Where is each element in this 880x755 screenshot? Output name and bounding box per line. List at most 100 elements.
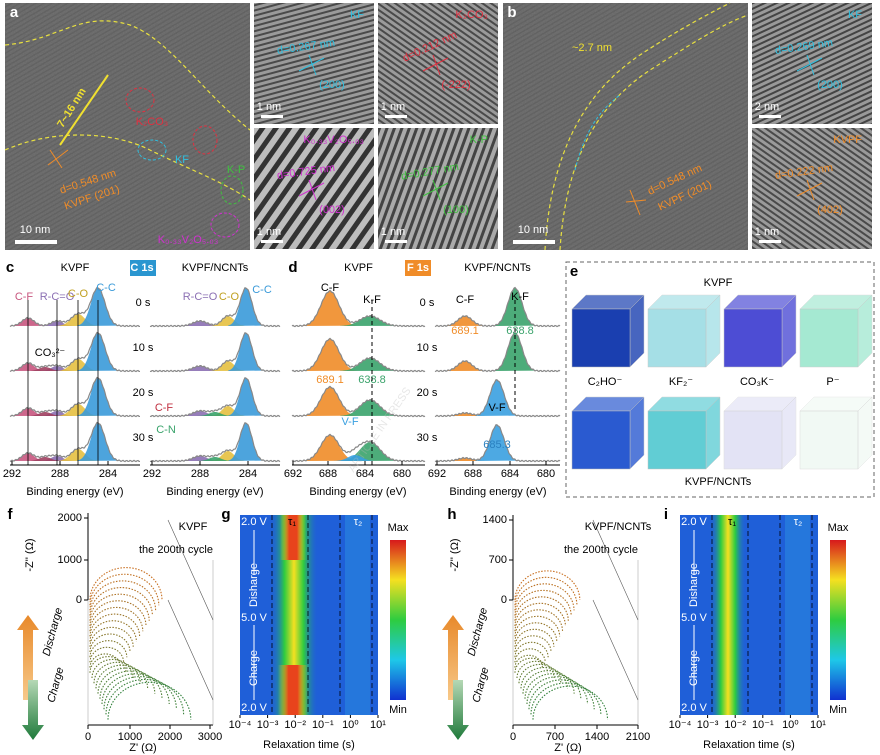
line (806, 179, 815, 201)
peak-label: C-C (252, 284, 272, 296)
annotation: (200) (817, 79, 843, 91)
inset-title: KF (848, 9, 862, 21)
line (47, 149, 69, 166)
annotation: the 200th cycle (139, 544, 213, 556)
tag-box (130, 260, 156, 276)
scale-bar (759, 115, 781, 118)
spectrum (434, 331, 561, 373)
peak-label: C-F (321, 282, 340, 294)
fit-peak (27, 457, 63, 461)
peak-label: V-F (341, 416, 358, 428)
inset-title: K-P (470, 134, 488, 146)
peak-label: R-C=O (183, 291, 218, 303)
impedance-arc (89, 580, 157, 611)
line (432, 54, 441, 76)
impedance-arc (518, 663, 562, 684)
peak-label: 689.1 (451, 325, 479, 337)
x-tick-label: 292 (143, 468, 161, 480)
x-tick-label: 10⁻¹ (312, 719, 334, 731)
frame (167, 519, 214, 621)
annotation: Charge (470, 666, 491, 704)
spectrum (291, 337, 426, 373)
voltage-label: 2.0 V (681, 702, 707, 714)
impedance-arc (514, 583, 575, 611)
x-axis-label: Z' (Ω) (129, 742, 156, 754)
voltage-label: 5.0 V (241, 612, 267, 624)
impedance-arc (514, 641, 549, 658)
fit-peak (228, 333, 264, 371)
fit-peak (303, 339, 357, 371)
impedance-arc (89, 656, 127, 673)
impedance-arc (89, 586, 153, 616)
cube-front (723, 410, 783, 470)
region (125, 87, 155, 113)
annotation: KF (175, 154, 189, 166)
impedance-arc (522, 670, 575, 694)
fit-peak (334, 455, 376, 461)
impedance-arc (89, 620, 137, 642)
impedance-arc (97, 667, 156, 694)
inset-title: KVPF (833, 134, 862, 146)
y-tick-label: 700 (489, 554, 507, 566)
x-axis-label: Binding energy (eV) (309, 486, 406, 498)
impedance-arc (107, 681, 192, 720)
annotation: (402) (817, 204, 843, 216)
impedance-arc (103, 676, 177, 710)
annotation: KVPF (179, 521, 208, 533)
line (806, 54, 815, 76)
inset-title: K₀.₃₃V₂O₅.₀₃ (303, 134, 364, 146)
annotation: Charge (248, 650, 260, 686)
impedance-arc (514, 589, 572, 616)
x-tick-label: 684 (356, 468, 374, 480)
impedance-arc (514, 615, 561, 637)
impedance-arc (89, 613, 141, 637)
spectrum (9, 286, 141, 328)
time-label: 10 s (133, 342, 154, 354)
annotation: K₀.₃₃V₂O₅.₀₃ (158, 234, 219, 246)
scale-bar (759, 240, 781, 243)
plot-title: KVPF/NCNTs (464, 262, 531, 274)
plot-title: KVPF (61, 262, 90, 274)
fit-peak (303, 435, 357, 461)
fit-peak (228, 423, 264, 461)
x-tick-label: 292 (3, 468, 21, 480)
arrow (22, 680, 44, 740)
impedance-arc (99, 670, 163, 699)
peak-label: K-F (363, 294, 381, 306)
x-axis-label: Binding energy (eV) (166, 486, 263, 498)
line (422, 57, 449, 72)
x-tick-label: 10⁰ (342, 719, 359, 731)
inset-title: K₂CO₃ (455, 9, 488, 21)
impedance-arc (514, 596, 569, 621)
peak-label: K-F (511, 291, 529, 303)
arrow (17, 615, 39, 700)
scale-label: 10 nm (20, 224, 51, 236)
x-tick-label: 10⁻¹ (752, 719, 774, 731)
scale-label: 1 nm (257, 101, 281, 113)
annotation: (002) (319, 204, 345, 216)
impedance-arc (89, 573, 160, 606)
x-axis-label: Binding energy (eV) (26, 486, 123, 498)
time-label: 30 s (133, 432, 154, 444)
peak-label: C-F (155, 402, 174, 414)
peak-label: 685.3 (483, 439, 511, 451)
fit-peak (340, 316, 400, 326)
impedance-arc (514, 635, 552, 653)
voltage-label: 2.0 V (681, 516, 707, 528)
time-label: 0 s (420, 297, 435, 309)
plot-title: KVPF (344, 262, 373, 274)
line (49, 149, 63, 169)
frame (592, 599, 639, 701)
y-tick-label: 1000 (58, 554, 82, 566)
impedance-arc (93, 661, 141, 684)
annotation: Disharge (688, 563, 700, 607)
x-tick-label: 700 (546, 731, 564, 743)
peak-label: C-F (15, 291, 34, 303)
tem-noise (503, 3, 748, 250)
arrow (442, 615, 464, 700)
spectrum (434, 379, 561, 418)
cube-front (571, 410, 631, 470)
annotation: τ₂ (794, 516, 803, 528)
time-label: 30 s (417, 432, 438, 444)
